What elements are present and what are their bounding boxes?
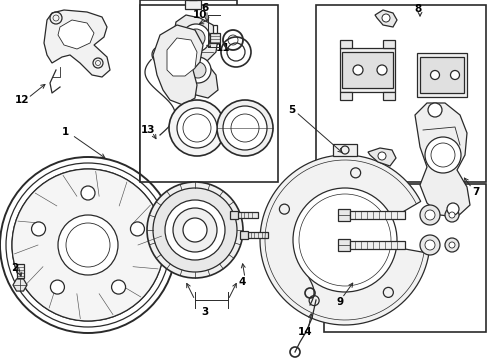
Circle shape (382, 14, 390, 22)
Bar (340, 92, 352, 100)
Circle shape (445, 238, 459, 252)
Polygon shape (375, 10, 397, 27)
Text: 11: 11 (216, 43, 230, 53)
Bar (240, 231, 248, 239)
Text: 2: 2 (11, 263, 19, 273)
Text: 1: 1 (61, 127, 69, 137)
Bar (185, 0, 201, 9)
Polygon shape (167, 38, 197, 76)
Circle shape (450, 71, 460, 80)
Polygon shape (58, 20, 94, 49)
Text: 6: 6 (201, 3, 209, 13)
Circle shape (58, 215, 118, 275)
Bar (340, 48, 395, 92)
Bar (210, 33, 220, 43)
Circle shape (50, 280, 65, 294)
Circle shape (447, 203, 459, 215)
Text: 12: 12 (15, 95, 29, 105)
Text: 10: 10 (193, 10, 207, 20)
Bar (236, 212, 258, 218)
Circle shape (217, 100, 273, 156)
Circle shape (187, 29, 205, 47)
Circle shape (449, 242, 455, 248)
Polygon shape (260, 155, 429, 325)
Circle shape (112, 280, 125, 294)
Bar (383, 40, 395, 48)
Circle shape (81, 186, 95, 200)
Circle shape (449, 212, 455, 218)
Circle shape (223, 106, 267, 150)
Polygon shape (153, 25, 203, 105)
Circle shape (183, 218, 207, 242)
Bar (383, 92, 395, 100)
Circle shape (378, 152, 386, 160)
Circle shape (420, 235, 440, 255)
Circle shape (353, 65, 363, 75)
Circle shape (165, 200, 225, 260)
Bar (338, 239, 350, 251)
Text: 7: 7 (472, 187, 480, 197)
Text: 3: 3 (201, 307, 209, 317)
Circle shape (153, 188, 237, 272)
Bar (140, 5, 278, 182)
Circle shape (428, 103, 442, 117)
Bar (213, 25, 217, 33)
Bar (342, 52, 393, 88)
Bar (246, 232, 268, 238)
Circle shape (425, 210, 435, 220)
Text: 5: 5 (289, 105, 295, 115)
Bar (417, 53, 467, 97)
Bar (140, 0, 237, 180)
Polygon shape (44, 10, 110, 77)
Polygon shape (13, 279, 27, 291)
Bar (17, 264, 24, 278)
Bar (230, 211, 238, 219)
Circle shape (377, 65, 387, 75)
Circle shape (31, 222, 46, 236)
Circle shape (185, 57, 211, 83)
Circle shape (169, 100, 225, 156)
Bar (316, 5, 486, 182)
Circle shape (190, 62, 206, 78)
Bar (350, 241, 405, 249)
Text: 13: 13 (141, 125, 155, 135)
Circle shape (425, 137, 461, 173)
Bar (340, 40, 352, 48)
Circle shape (12, 169, 164, 321)
Circle shape (173, 208, 217, 252)
Bar (420, 57, 464, 93)
Polygon shape (415, 103, 470, 217)
Circle shape (420, 205, 440, 225)
Circle shape (425, 240, 435, 250)
Polygon shape (368, 148, 396, 166)
Circle shape (130, 222, 145, 236)
Polygon shape (170, 15, 218, 98)
Bar (333, 144, 357, 156)
Bar (324, 184, 486, 332)
Circle shape (182, 24, 210, 52)
Circle shape (431, 71, 440, 80)
Circle shape (147, 182, 243, 278)
Circle shape (445, 208, 459, 222)
Bar (338, 209, 350, 221)
Text: 4: 4 (238, 277, 245, 287)
Circle shape (177, 108, 217, 148)
Circle shape (293, 188, 397, 292)
Text: 9: 9 (337, 297, 343, 307)
Bar (350, 211, 405, 219)
Text: 14: 14 (298, 327, 312, 337)
Text: 8: 8 (415, 4, 421, 14)
